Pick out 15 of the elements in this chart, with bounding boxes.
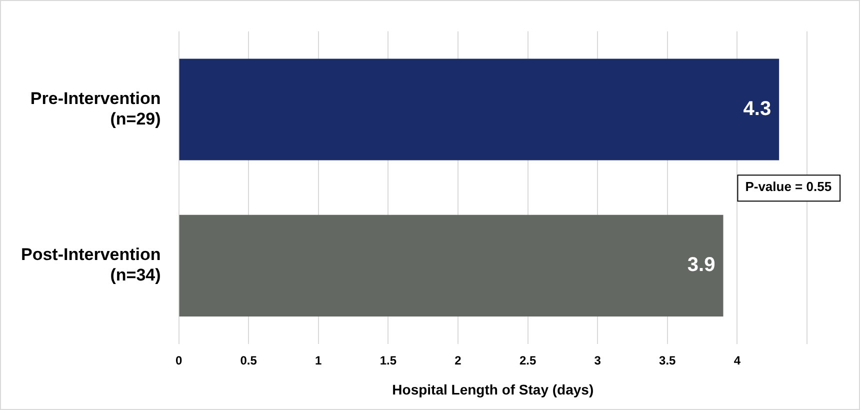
x-tick-label: 2 (454, 353, 462, 368)
annotation: P-value = 0.55 (745, 179, 832, 194)
data-label: 4.3 (743, 98, 772, 120)
y-tick-label: Pre-Intervention (n=29) (30, 88, 161, 128)
x-axis-title: Hospital Length of Stay (days) (392, 381, 594, 398)
data-label: 3.9 (687, 254, 716, 276)
x-tick-label: 1.5 (380, 353, 397, 368)
x-tick-label: 3 (594, 353, 602, 368)
x-tick-label: 3.5 (659, 353, 676, 368)
x-tick-label: 2.5 (519, 353, 536, 368)
x-tick-label: 0 (175, 353, 182, 368)
x-tick-label: 0.5 (240, 353, 258, 368)
x-tick-label: 4 (734, 353, 741, 368)
x-tick-label: 1 (315, 353, 322, 368)
y-tick-label: Post-Intervention (n=34) (20, 245, 161, 285)
